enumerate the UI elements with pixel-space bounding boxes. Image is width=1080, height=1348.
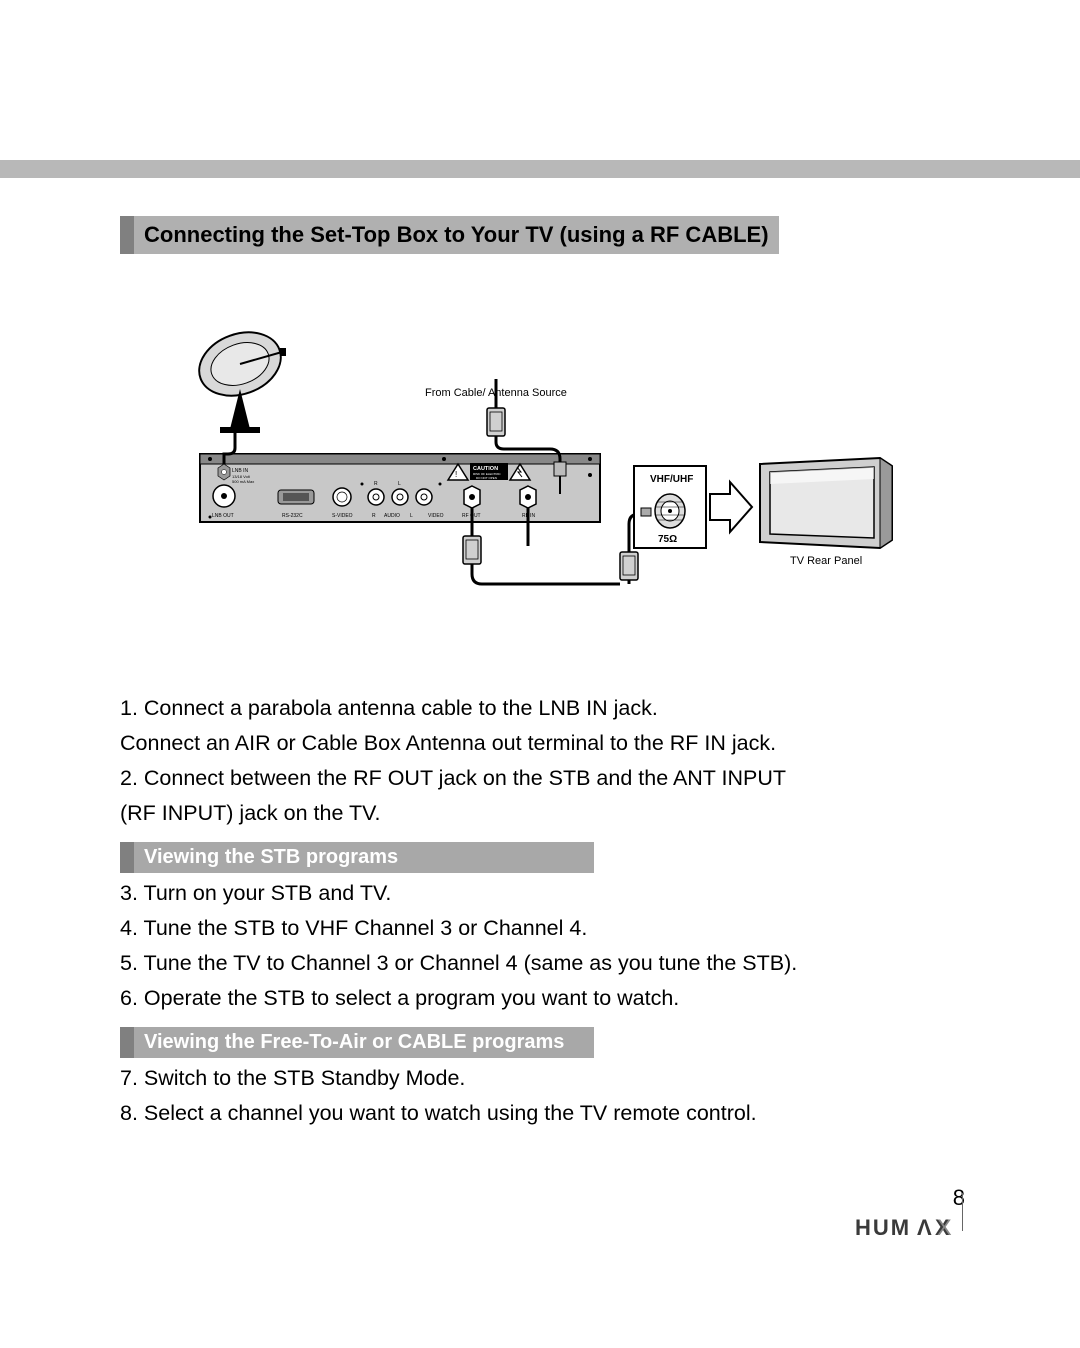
main-title-row: Connecting the Set-Top Box to Your TV (u… [120, 216, 960, 254]
svg-text:L: L [398, 481, 401, 487]
svg-text:!: ! [455, 470, 457, 479]
step-line: 1. Connect a parabola antenna cable to t… [120, 694, 960, 723]
tv-icon: TV Rear Panel [760, 458, 892, 567]
svg-text:X: X [937, 1215, 952, 1240]
vhf-uhf-label: VHF/UHF [650, 474, 693, 485]
initial-steps: 1. Connect a parabola antenna cable to t… [120, 694, 960, 828]
step-line: (RF INPUT) jack on the TV. [120, 799, 960, 828]
main-title: Connecting the Set-Top Box to Your TV (u… [134, 216, 779, 254]
step-line: 4. Tune the STB to VHF Channel 3 or Chan… [120, 914, 960, 943]
stb-steps: 3. Turn on your STB and TV. 4. Tune the … [120, 879, 960, 1013]
stb-rear-panel: LNB IN 13/18 Volt 500 mA Max LNB OUT RS-… [200, 454, 600, 522]
arrow-icon [710, 482, 752, 532]
stb-heading-row: Viewing the STB programs [120, 842, 960, 873]
stb-heading: Viewing the STB programs [134, 842, 594, 873]
tv-antenna-input: VHF/UHF 75Ω [634, 466, 706, 548]
svg-text:500 mA Max: 500 mA Max [232, 479, 254, 484]
svg-text:R: R [372, 513, 376, 519]
page-number: 8 [953, 1185, 965, 1211]
humax-logo-icon: HUM Λ X X [855, 1215, 965, 1241]
svg-text:DO NOT OPEN: DO NOT OPEN [476, 476, 497, 480]
audio-label: AUDIO [384, 513, 400, 519]
fta-heading: Viewing the Free-To-Air or CABLE program… [134, 1027, 594, 1058]
impedance-label: 75Ω [658, 534, 677, 545]
tv-rear-label: TV Rear Panel [790, 555, 862, 567]
step-line: 6. Operate the STB to select a program y… [120, 984, 960, 1013]
connection-diagram: LNB IN 13/18 Volt 500 mA Max LNB OUT RS-… [180, 314, 900, 634]
svg-text:HUM: HUM [855, 1215, 911, 1240]
step-line: Connect an AIR or Cable Box Antenna out … [120, 729, 960, 758]
brand-logo: HUM Λ X X [855, 1215, 965, 1246]
lnb-out-label: LNB OUT [212, 513, 234, 519]
page-content: Connecting the Set-Top Box to Your TV (u… [120, 216, 960, 1134]
sub-accent [120, 842, 134, 873]
fta-heading-row: Viewing the Free-To-Air or CABLE program… [120, 1027, 960, 1058]
step-line: 3. Turn on your STB and TV. [120, 879, 960, 908]
rs232c-label: RS-232C [282, 513, 303, 519]
top-gray-bar [0, 160, 1080, 178]
svideo-label: S-VIDEO [332, 513, 353, 519]
step-line: 5. Tune the TV to Channel 3 or Channel 4… [120, 949, 960, 978]
svg-text:R: R [374, 481, 378, 487]
svg-text:Λ: Λ [917, 1215, 932, 1240]
video-label: VIDEO [428, 513, 444, 519]
satellite-dish-icon [190, 321, 289, 433]
sub-accent [120, 1027, 134, 1058]
diagram-svg: LNB IN 13/18 Volt 500 mA Max LNB OUT RS-… [180, 314, 900, 634]
fta-steps: 7. Switch to the STB Standby Mode. 8. Se… [120, 1064, 960, 1128]
step-line: 8. Select a channel you want to watch us… [120, 1099, 960, 1128]
step-line: 7. Switch to the STB Standby Mode. [120, 1064, 960, 1093]
title-accent [120, 216, 134, 254]
step-line: 2. Connect between the RF OUT jack on th… [120, 764, 960, 793]
svg-text:L: L [410, 513, 413, 519]
